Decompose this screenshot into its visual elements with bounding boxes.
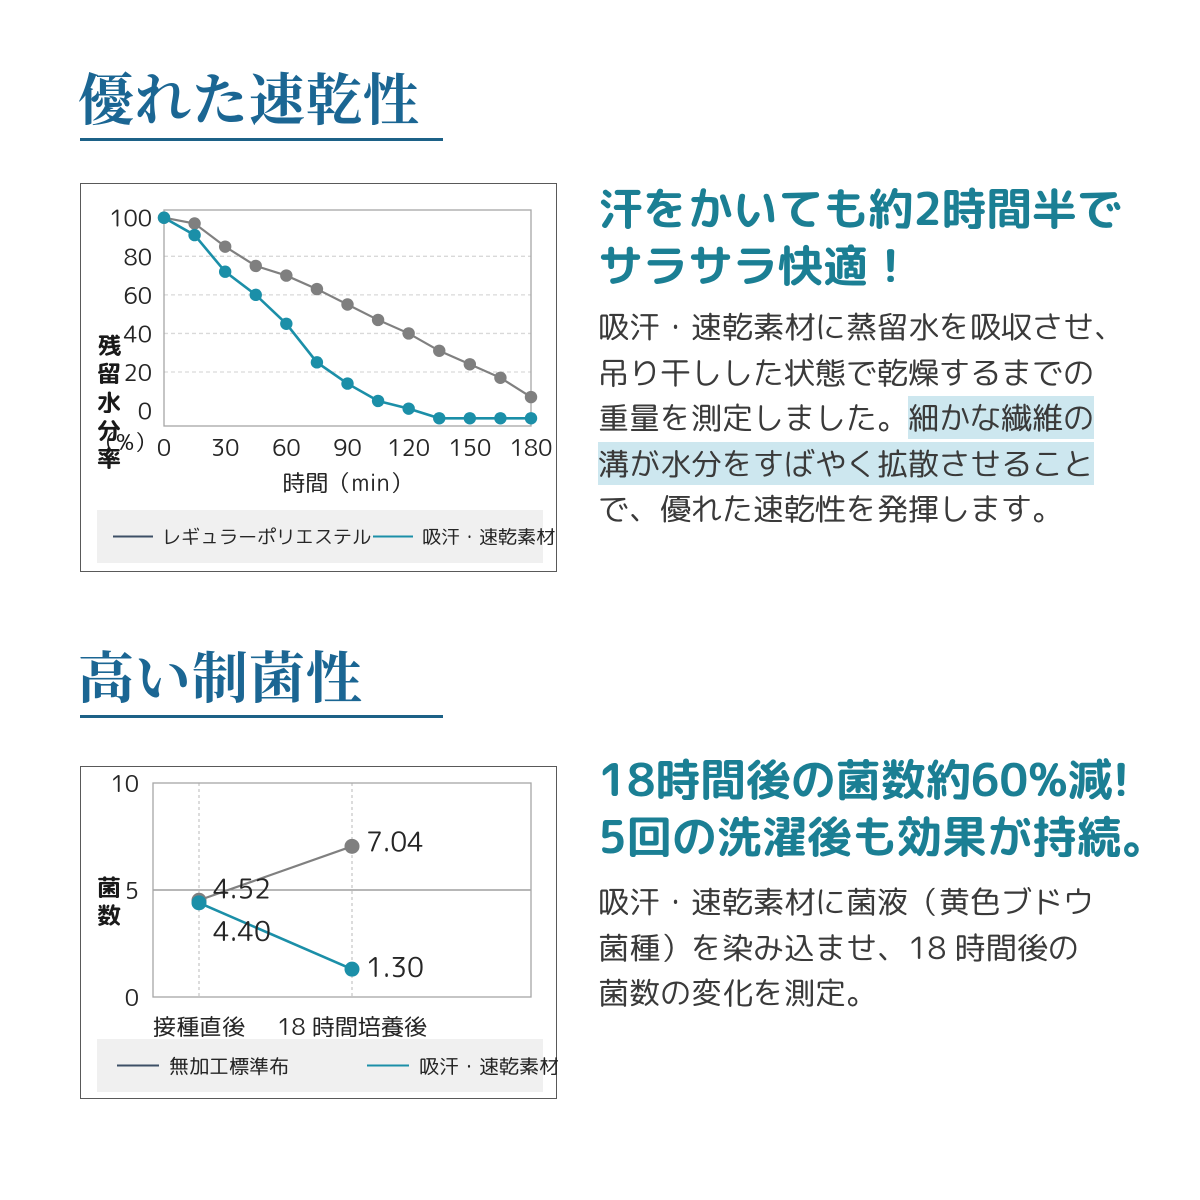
svg-text:30: 30 [211, 432, 240, 464]
svg-text:7.04: 7.04 [366, 822, 424, 860]
svg-text:180: 180 [510, 432, 553, 464]
svg-text:時間（min）: 時間（min） [282, 467, 412, 499]
svg-text:40: 40 [123, 318, 152, 350]
svg-text:10: 10 [110, 768, 139, 800]
svg-text:吸汗・速乾素材: 吸汗・速乾素材 [419, 1053, 558, 1081]
svg-text:120: 120 [387, 432, 430, 464]
svg-text:レギュラーポリエステル: レギュラーポリエステル [162, 525, 371, 551]
svg-text:吸汗・速乾素材: 吸汗・速乾素材 [422, 525, 555, 551]
svg-text:4.40: 4.40 [213, 912, 271, 950]
svg-text:5: 5 [125, 875, 139, 907]
svg-text:100: 100 [109, 203, 152, 235]
svg-text:80: 80 [123, 241, 152, 273]
svg-text:1.30: 1.30 [366, 948, 424, 986]
svg-text:60: 60 [272, 432, 301, 464]
svg-text:90: 90 [333, 432, 362, 464]
svg-text:150: 150 [448, 432, 491, 464]
svg-text:20: 20 [123, 357, 152, 389]
svg-text:無加工標準布: 無加工標準布 [169, 1053, 289, 1081]
svg-text:0: 0 [125, 982, 139, 1014]
svg-text:0: 0 [157, 432, 171, 464]
svg-text:4.52: 4.52 [213, 869, 271, 907]
svg-text:接種直後: 接種直後 [153, 1011, 245, 1043]
svg-text:0: 0 [138, 396, 152, 428]
svg-text:60: 60 [123, 280, 152, 312]
svg-text:18 時間培養後: 18 時間培養後 [277, 1011, 427, 1043]
